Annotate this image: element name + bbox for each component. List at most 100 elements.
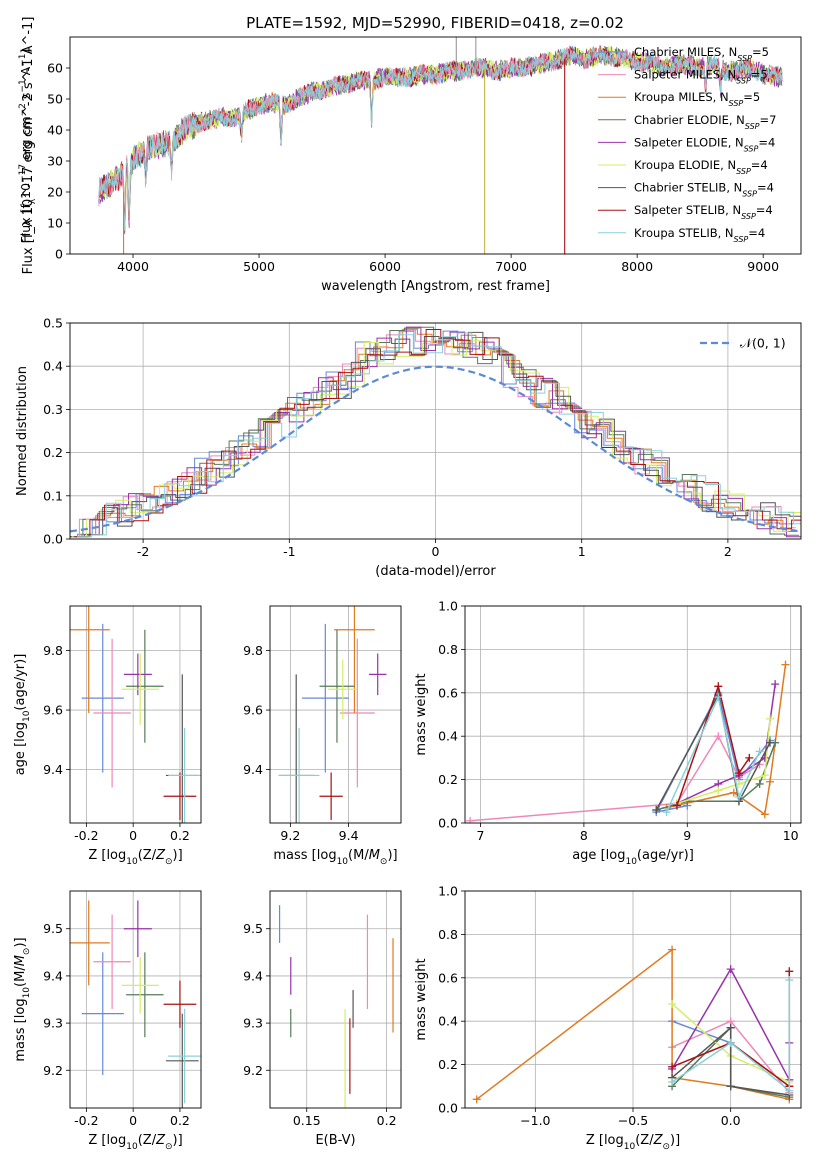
weight-marker (726, 1023, 735, 1032)
histogram-series (71, 339, 801, 538)
y-axis-label: mass weight (414, 958, 429, 1040)
x-tick-label: 8000 (621, 259, 653, 274)
y-axis-label: age [log10(age/yr)] (13, 654, 32, 776)
plot-area-spectrum (98, 37, 783, 254)
legend-text: Kroupa MILES, N (634, 90, 729, 104)
x-tick-label: 0.2 (170, 828, 190, 843)
x-tick-label: 0.0 (721, 1113, 741, 1128)
legend-text: Chabrier MILES, N (634, 45, 737, 59)
x-tick-label: 0 (129, 1113, 137, 1128)
weight-marker (668, 1077, 677, 1086)
legend-subscript: SSP (729, 99, 744, 108)
legend-text: Kroupa ELODIE, N (634, 158, 736, 172)
weight-marker (714, 786, 723, 795)
axes-frame-age_vs_mass (269, 605, 402, 824)
legend-subscript: SSP (741, 212, 756, 221)
x-tick-label: -2 (137, 544, 149, 559)
weight-marker (652, 805, 661, 814)
y-tick-label: 40 (47, 123, 63, 138)
chart-weights_vs_age: 7 8 9 10 0.0 0.2 0.4 0.6 0.8 1.0 age [log10(age/yr… (414, 599, 802, 867)
y-tick-label: 0.3 (43, 402, 63, 417)
y-tick-label: 9.4 (43, 968, 63, 983)
x-tick-label: -0.2 (74, 828, 98, 843)
y-tick-label: 0.4 (438, 1014, 458, 1029)
legend-label: Salpeter STELIB, NSSP=4 (634, 203, 773, 221)
y-tick-label: 0.0 (43, 532, 63, 547)
spectrum-line (98, 46, 783, 229)
legend-suffix: =7 (760, 113, 777, 127)
y-tick-label: 9.6 (243, 703, 263, 718)
weight-marker (734, 769, 743, 778)
y-tick-label: 0.2 (438, 1057, 458, 1072)
weight-marker (734, 792, 743, 801)
y-tick-label: 0.8 (438, 642, 458, 657)
plot-area-age_vs_mass (278, 606, 387, 823)
y-tick-label: 9.3 (43, 1016, 63, 1031)
x-tick-label: 9000 (747, 259, 779, 274)
axes-frame-weights_vs_age (464, 605, 802, 824)
legend-subscript: SSP (736, 76, 751, 85)
plot-area-age_vs_Z (70, 606, 201, 823)
legend-text: Salpeter STELIB, N (634, 203, 741, 217)
y-tick-label: 0.4 (438, 729, 458, 744)
weight-series (671, 1026, 790, 1096)
chart-weights_vs_Z: −1.0 −0.5 0.0 0.0 0.2 0.4 0.6 0.8 1.0 Z [log10(Z/… (414, 884, 802, 1152)
legend-suffix: =4 (758, 135, 775, 149)
axes-frame-weights_vs_Z (464, 890, 802, 1109)
x-axis-label: Z [log10(Z/Z⊙)] (88, 848, 182, 867)
weight-marker (755, 747, 764, 756)
x-tick-label: −0.5 (618, 1113, 648, 1128)
legend-label: 𝒩(0, 1) (740, 336, 786, 351)
y-tick-label: 1.0 (438, 884, 458, 899)
chart-mass_vs_Z: -0.2 0 0.2 9.2 9.3 9.4 9.5 Z [log10(Z/Z⊙)] mass … (13, 890, 202, 1152)
chart-age_vs_Z: -0.2 0 0.2 9.4 9.6 9.8 Z [log10(Z/Z⊙)] age [log… (13, 605, 202, 867)
x-tick-label: 2 (724, 544, 732, 559)
weight-marker (785, 967, 794, 976)
x-axis-label: (data-model)/error (375, 564, 496, 579)
weight-series (665, 694, 761, 813)
y-tick-label: 50 (47, 92, 63, 107)
weight-marker (765, 738, 774, 747)
legend-text: Chabrier ELODIE, N (634, 113, 745, 127)
weight-marker (785, 975, 794, 984)
figure-title: PLATE=1592, MJD=52990, FIBERID=0418, z=0… (246, 14, 624, 32)
y-tick-label: 9.4 (243, 762, 263, 777)
chart-mass_vs_ebv: 0.15 0.2 9.2 9.3 9.4 9.5 E(B-V) (243, 890, 402, 1148)
legend-label: Kroupa ELODIE, NSSP=4 (634, 158, 768, 176)
weight-marker (714, 693, 723, 702)
legend-subscript: SSP (745, 121, 760, 130)
weight-series (676, 683, 750, 806)
x-tick-label: −1.0 (520, 1113, 550, 1128)
legend-suffix: =4 (751, 158, 768, 172)
weight-series (470, 734, 761, 822)
weight-marker (745, 753, 754, 762)
x-tick-label: 1 (578, 544, 586, 559)
y-tick-label: 9.2 (243, 1063, 263, 1078)
x-tick-label: 5000 (243, 259, 275, 274)
y-tick-label: 0.2 (43, 445, 63, 460)
plot-area-weights_vs_age (466, 660, 790, 823)
x-tick-label: 9 (683, 828, 691, 843)
y-tick-label: 0.6 (438, 685, 458, 700)
axes-frame-mass_vs_ebv (269, 890, 402, 1109)
plot-area-weights_vs_Z (472, 945, 794, 1104)
x-tick-label: 8 (580, 828, 588, 843)
axes-frame-mass_vs_Z (69, 890, 202, 1109)
y-tick-label: 0.1 (43, 488, 63, 503)
y-tick-label: 9.4 (243, 968, 263, 983)
legend-suffix: =5 (743, 90, 760, 104)
x-axis-label: mass [log10(M/M⊙)] (273, 848, 397, 867)
y-axis-label: Flux [f_λ 10^-17 erg cm^-2 s^-1 A^-1] (21, 17, 36, 275)
legend-subscript: SSP (737, 54, 752, 63)
weight-marker (765, 777, 774, 786)
x-axis-label: age [log10(age/yr)] (572, 848, 694, 867)
y-tick-label: 0.4 (43, 359, 63, 374)
plot-area-mass_vs_ebv (278, 905, 394, 1108)
histogram-series (70, 328, 798, 538)
y-tick-label: 0.8 (438, 927, 458, 942)
x-axis-label: wavelength [Angstrom, rest frame] (321, 279, 550, 294)
chart-residuals: -2 -1 0 1 2 0.0 0.1 0.2 0.3 0.4 0.5 (data-model)/er… (15, 316, 802, 579)
chart-age_vs_mass: 9.2 9.4 9.4 9.6 9.8 mass [log10(M/M⊙)] (243, 605, 402, 867)
y-tick-label: 9.3 (243, 1016, 263, 1031)
